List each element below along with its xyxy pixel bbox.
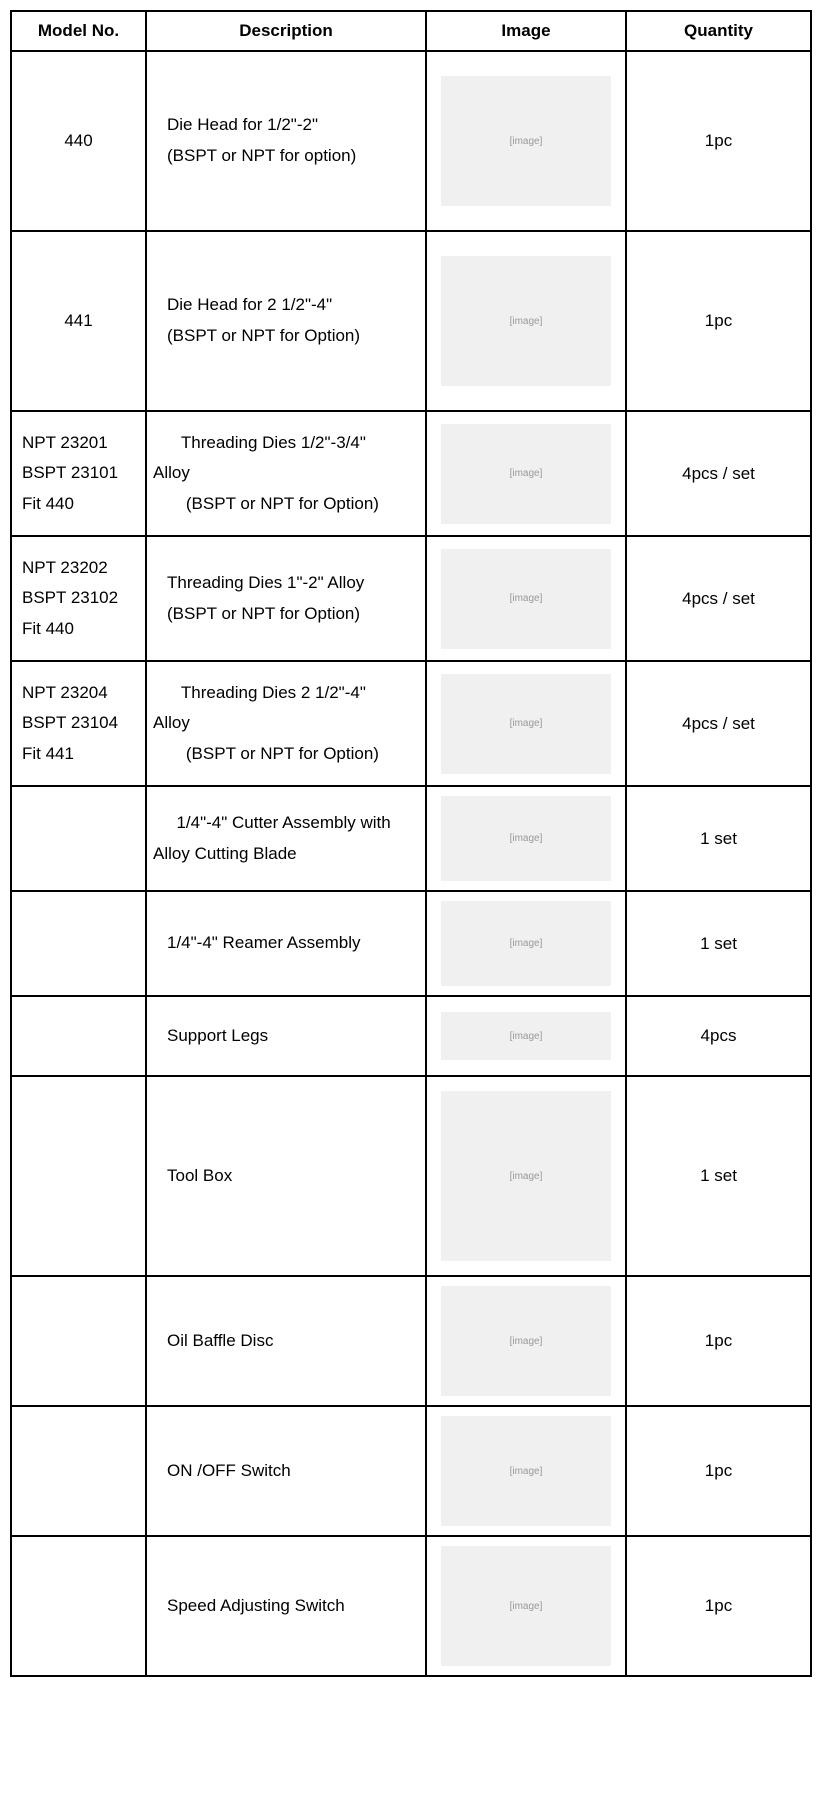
table-row: Oil Baffle Disc[image]1pc bbox=[11, 1276, 811, 1406]
description-cell: Oil Baffle Disc bbox=[146, 1276, 426, 1406]
image-cell: [image] bbox=[426, 661, 626, 786]
description-cell: Speed Adjusting Switch bbox=[146, 1536, 426, 1676]
image-cell: [image] bbox=[426, 1076, 626, 1276]
table-body: 440Die Head for 1/2"-2"(BSPT or NPT for … bbox=[11, 51, 811, 1676]
description-cell: Die Head for 2 1/2"-4"(BSPT or NPT for O… bbox=[146, 231, 426, 411]
image-cell: [image] bbox=[426, 411, 626, 536]
table-row: Support Legs [image] 4pcs bbox=[11, 996, 811, 1076]
image-cell: [image] bbox=[426, 51, 626, 231]
quantity-cell: 4pcs / set bbox=[626, 411, 811, 536]
table-row: 1/4"-4" Reamer Assembly[image]1 set bbox=[11, 891, 811, 996]
table-row: Tool Box[image]1 set bbox=[11, 1076, 811, 1276]
description-cell: 1/4"-4" Cutter Assembly withAlloy Cuttin… bbox=[146, 786, 426, 891]
image-cell: [image] bbox=[426, 891, 626, 996]
model-cell bbox=[11, 1076, 146, 1276]
table-row: ON /OFF Switch[image]1pc bbox=[11, 1406, 811, 1536]
table-row: 441Die Head for 2 1/2"-4"(BSPT or NPT fo… bbox=[11, 231, 811, 411]
model-cell: 440 bbox=[11, 51, 146, 231]
table-row: 440Die Head for 1/2"-2"(BSPT or NPT for … bbox=[11, 51, 811, 231]
model-cell bbox=[11, 1406, 146, 1536]
product-image-placeholder: [image] bbox=[441, 796, 611, 881]
quantity-cell: 1pc bbox=[626, 1536, 811, 1676]
quantity-cell: 1 set bbox=[626, 786, 811, 891]
description-cell: Threading Dies 1"-2" Alloy(BSPT or NPT f… bbox=[146, 536, 426, 661]
quantity-cell: 1pc bbox=[626, 231, 811, 411]
quantity-cell: 1pc bbox=[626, 1276, 811, 1406]
quantity-cell: 1 set bbox=[626, 891, 811, 996]
table-row: NPT 23204 BSPT 23104 Fit 441 Threading D… bbox=[11, 661, 811, 786]
model-cell bbox=[11, 1276, 146, 1406]
product-image-placeholder: [image] bbox=[441, 1091, 611, 1261]
table-row: 1/4"-4" Cutter Assembly withAlloy Cuttin… bbox=[11, 786, 811, 891]
table-row: NPT 23201 BSPT 23101 Fit 440 Threading D… bbox=[11, 411, 811, 536]
product-image-placeholder: [image] bbox=[441, 76, 611, 206]
description-cell: Support Legs bbox=[146, 996, 426, 1076]
product-image-placeholder: [image] bbox=[441, 424, 611, 524]
image-cell: [image] bbox=[426, 996, 626, 1076]
header-image: Image bbox=[426, 11, 626, 51]
product-image-placeholder: [image] bbox=[441, 901, 611, 986]
description-cell: Tool Box bbox=[146, 1076, 426, 1276]
product-image-placeholder: [image] bbox=[441, 549, 611, 649]
model-cell: NPT 23202 BSPT 23102 Fit 440 bbox=[11, 536, 146, 661]
image-cell: [image] bbox=[426, 786, 626, 891]
quantity-cell: 1pc bbox=[626, 1406, 811, 1536]
quantity-cell: 1pc bbox=[626, 51, 811, 231]
quantity-cell: 1 set bbox=[626, 1076, 811, 1276]
image-cell: [image] bbox=[426, 1406, 626, 1536]
table-row: Speed Adjusting Switch[image]1pc bbox=[11, 1536, 811, 1676]
product-image-placeholder: [image] bbox=[441, 674, 611, 774]
parts-table: Model No. Description Image Quantity 440… bbox=[10, 10, 812, 1677]
model-cell: 441 bbox=[11, 231, 146, 411]
image-cell: [image] bbox=[426, 1536, 626, 1676]
description-cell: Die Head for 1/2"-2"(BSPT or NPT for opt… bbox=[146, 51, 426, 231]
model-cell: NPT 23201 BSPT 23101 Fit 440 bbox=[11, 411, 146, 536]
image-cell: [image] bbox=[426, 1276, 626, 1406]
product-image-placeholder: [image] bbox=[441, 1546, 611, 1666]
table-row: NPT 23202 BSPT 23102 Fit 440Threading Di… bbox=[11, 536, 811, 661]
image-cell: [image] bbox=[426, 231, 626, 411]
model-cell: NPT 23204 BSPT 23104 Fit 441 bbox=[11, 661, 146, 786]
quantity-cell: 4pcs / set bbox=[626, 536, 811, 661]
model-cell bbox=[11, 891, 146, 996]
description-cell: ON /OFF Switch bbox=[146, 1406, 426, 1536]
description-cell: 1/4"-4" Reamer Assembly bbox=[146, 891, 426, 996]
quantity-cell: 4pcs bbox=[626, 996, 811, 1076]
quantity-cell: 4pcs / set bbox=[626, 661, 811, 786]
header-quantity: Quantity bbox=[626, 11, 811, 51]
product-image-placeholder: [image] bbox=[441, 1012, 611, 1060]
table-header: Model No. Description Image Quantity bbox=[11, 11, 811, 51]
description-cell: Threading Dies 2 1/2"-4"Alloy (BSPT or N… bbox=[146, 661, 426, 786]
product-image-placeholder: [image] bbox=[441, 1286, 611, 1396]
model-cell bbox=[11, 786, 146, 891]
product-image-placeholder: [image] bbox=[441, 256, 611, 386]
image-cell: [image] bbox=[426, 536, 626, 661]
product-image-placeholder: [image] bbox=[441, 1416, 611, 1526]
description-cell: Threading Dies 1/2"-3/4"Alloy (BSPT or N… bbox=[146, 411, 426, 536]
model-cell bbox=[11, 1536, 146, 1676]
header-description: Description bbox=[146, 11, 426, 51]
header-model: Model No. bbox=[11, 11, 146, 51]
model-cell bbox=[11, 996, 146, 1076]
